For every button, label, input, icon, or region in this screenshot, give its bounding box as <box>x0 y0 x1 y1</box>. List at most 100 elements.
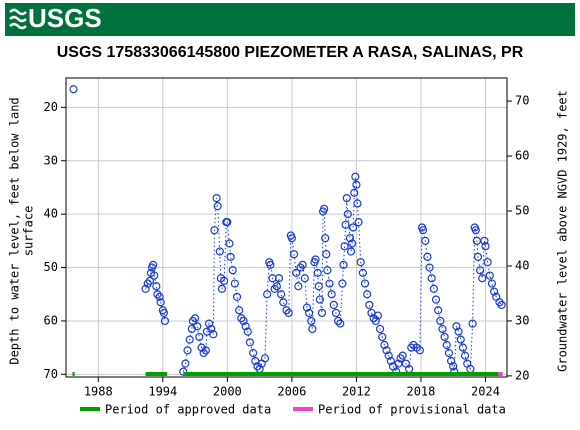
y-tick-label: 30 <box>44 153 58 167</box>
data-point <box>329 300 338 310</box>
data-point <box>425 263 434 272</box>
x-tick-label: 2024 <box>471 385 500 399</box>
y2-axis-label: Groundwater level above NGVD 1929, feet <box>556 90 570 372</box>
data-point <box>320 204 329 213</box>
data-point <box>69 85 78 94</box>
data-point <box>341 220 350 229</box>
data-point <box>429 284 438 294</box>
x-tick-label: 2018 <box>406 385 435 399</box>
period-bar <box>72 372 75 376</box>
legend-label: Period of approved data <box>105 403 271 417</box>
legend-label: Period of provisional data <box>318 403 506 417</box>
data-point <box>336 319 345 328</box>
data-point <box>398 351 407 360</box>
data-point <box>223 218 232 227</box>
y-tick-label: 70 <box>44 367 58 381</box>
data-point <box>382 346 391 355</box>
data-point <box>497 300 506 310</box>
header-bar <box>5 3 575 36</box>
data-point <box>210 226 219 235</box>
x-tick-label: 1994 <box>148 385 177 399</box>
data-point <box>230 279 239 288</box>
x-tick-label: 2012 <box>342 385 371 399</box>
data-point <box>421 236 430 245</box>
data-point <box>485 271 494 280</box>
data-point <box>155 292 164 302</box>
data-point <box>270 284 279 294</box>
data-point <box>456 335 465 344</box>
data-point <box>243 327 252 336</box>
data-point <box>296 263 305 272</box>
period-bar <box>145 372 168 376</box>
data-point <box>204 319 214 328</box>
data-point <box>183 346 192 355</box>
data-point <box>249 348 258 358</box>
data-point <box>245 338 255 347</box>
data-point <box>487 279 497 288</box>
data-point <box>294 282 303 291</box>
data-point <box>483 258 492 267</box>
data-point <box>217 284 227 294</box>
data-point <box>159 308 168 318</box>
data-point <box>442 340 451 350</box>
period-bar <box>183 372 499 376</box>
data-point <box>334 316 343 326</box>
data-point <box>369 314 378 323</box>
data-point <box>201 346 210 355</box>
data-point <box>160 316 170 326</box>
data-point <box>458 343 467 352</box>
data-point <box>188 316 198 326</box>
data-point <box>149 260 158 269</box>
data-point <box>307 316 316 326</box>
data-point <box>235 306 244 315</box>
data-point <box>279 298 288 307</box>
data-point <box>363 290 372 299</box>
data-point <box>314 282 323 291</box>
data-point <box>380 340 389 350</box>
data-point <box>446 356 456 366</box>
data-point <box>419 226 428 235</box>
data-point <box>444 348 454 358</box>
data-point <box>226 252 235 261</box>
data-point <box>339 260 348 269</box>
data-point <box>209 330 218 339</box>
data-point <box>197 343 206 352</box>
data-point <box>152 282 161 291</box>
data-point <box>350 188 359 197</box>
data-point <box>325 279 334 288</box>
data-point <box>481 242 490 251</box>
data-point <box>315 295 324 304</box>
data-point <box>354 218 363 227</box>
data-point <box>323 266 332 275</box>
data-point <box>327 290 336 299</box>
y-tick-label: 20 <box>44 100 58 114</box>
data-point <box>225 239 234 248</box>
data-point <box>396 354 405 363</box>
data-point <box>352 180 361 189</box>
data-point <box>351 172 360 181</box>
data-point <box>331 308 341 318</box>
y-tick-label: 50 <box>44 260 58 274</box>
data-point <box>386 356 395 366</box>
data-point <box>360 279 370 288</box>
data-point <box>266 260 275 269</box>
data-point <box>207 324 216 334</box>
data-point <box>489 287 499 296</box>
data-point <box>345 234 355 243</box>
data-point <box>322 250 331 259</box>
data-point <box>287 234 296 243</box>
data-point <box>478 274 487 283</box>
data-point <box>346 247 356 256</box>
data-point <box>282 306 291 315</box>
y2-tick-label: 50 <box>515 204 529 218</box>
data-point <box>358 268 367 277</box>
data-point <box>145 276 154 285</box>
x-tick-label: 2000 <box>213 385 242 399</box>
data-point <box>253 362 262 371</box>
data-point <box>348 239 357 248</box>
data-point <box>156 298 165 307</box>
data-point <box>195 332 204 342</box>
connector-line <box>145 264 166 322</box>
data-point <box>150 271 159 280</box>
data-point <box>371 316 380 326</box>
